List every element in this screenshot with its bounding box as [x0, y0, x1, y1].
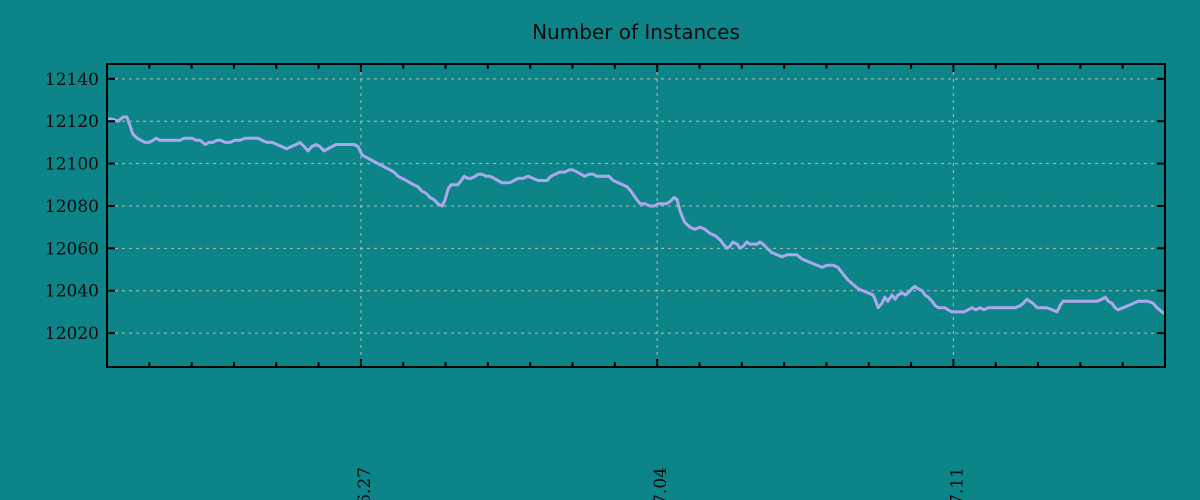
- y-tick-label: 12120: [45, 112, 99, 132]
- grid-lines: [108, 65, 1164, 366]
- series-line-instances: [107, 115, 1165, 316]
- x-tick-label: 2024.07.04: [651, 467, 671, 500]
- x-tick-label: 2024.07.11: [947, 467, 967, 500]
- y-tick-label: 12060: [45, 239, 99, 259]
- y-tick-label: 12040: [45, 282, 99, 302]
- axis-labels: 12020 12040 12060 12080 12100 12120 12140 2024.…: [45, 70, 967, 500]
- data-series: [107, 115, 1165, 316]
- axis-ticks: [106, 64, 1166, 367]
- y-tick-label: 12100: [45, 155, 99, 175]
- y-tick-label: 12080: [45, 197, 99, 217]
- x-tick-label: 2024.06.27: [355, 467, 375, 500]
- plot-border: [106, 63, 1166, 368]
- y-tick-label: 12020: [45, 324, 99, 344]
- chart-title: Number of Instances: [532, 20, 740, 44]
- y-tick-label: 12140: [45, 70, 99, 90]
